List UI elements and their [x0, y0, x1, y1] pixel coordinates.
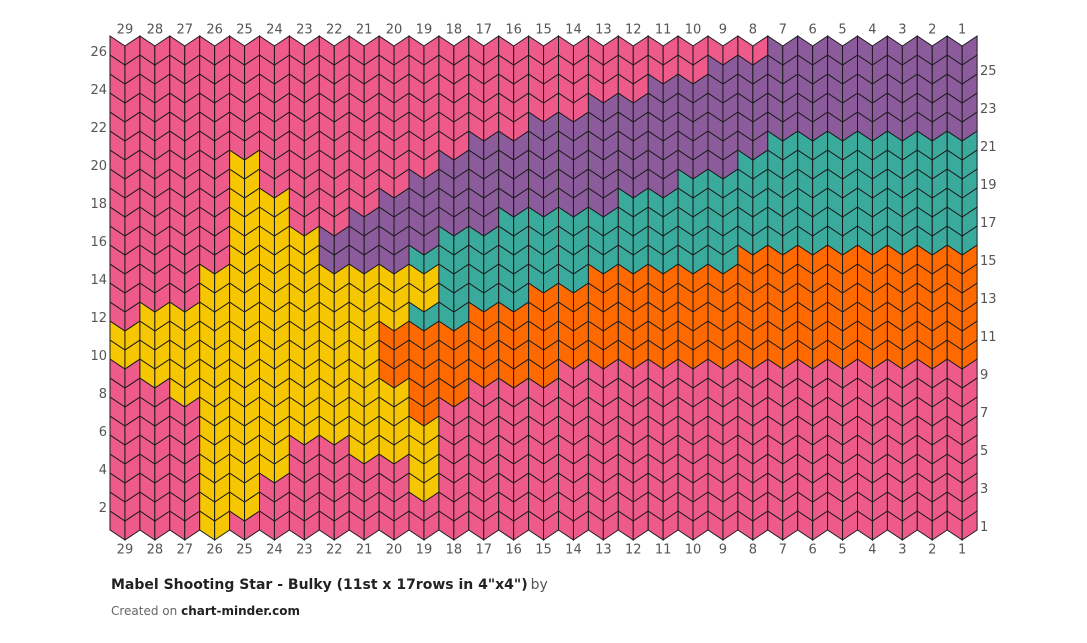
column-label-top: 1 — [958, 23, 966, 38]
column-label-bottom: 14 — [565, 543, 582, 558]
footer-created: Created on chart-minder.com — [111, 604, 300, 618]
column-label-bottom: 18 — [446, 543, 463, 558]
column-label-bottom: 7 — [779, 543, 787, 558]
column-label-bottom: 5 — [838, 543, 846, 558]
column-label-bottom: 1 — [958, 543, 966, 558]
row-label-left: 2 — [99, 501, 107, 516]
row-label-right: 19 — [980, 178, 997, 193]
row-label-left: 26 — [90, 45, 107, 60]
column-label-top: 25 — [236, 23, 253, 38]
column-label-bottom: 29 — [117, 543, 134, 558]
column-label-top: 2 — [928, 23, 936, 38]
column-label-top: 8 — [749, 23, 757, 38]
row-label-left: 12 — [90, 311, 107, 326]
row-label-right: 3 — [980, 482, 988, 497]
created-on: Created on — [111, 604, 178, 618]
column-label-top: 6 — [809, 23, 817, 38]
column-label-bottom: 25 — [236, 543, 253, 558]
column-label-bottom: 13 — [595, 543, 612, 558]
column-label-top: 12 — [625, 23, 642, 38]
column-label-top: 17 — [475, 23, 492, 38]
column-label-top: 28 — [147, 23, 164, 38]
knitting-chart: 2929282827272626252524242323222221212020… — [90, 23, 997, 558]
column-label-bottom: 12 — [625, 543, 642, 558]
column-label-bottom: 4 — [868, 543, 876, 558]
row-label-left: 24 — [90, 83, 107, 98]
column-label-bottom: 19 — [416, 543, 433, 558]
column-label-top: 18 — [446, 23, 463, 38]
column-label-top: 11 — [655, 23, 672, 38]
column-label-top: 7 — [779, 23, 787, 38]
row-label-right: 7 — [980, 406, 988, 421]
row-label-right: 1 — [980, 520, 988, 535]
column-label-bottom: 21 — [356, 543, 373, 558]
column-label-bottom: 20 — [386, 543, 403, 558]
column-label-bottom: 8 — [749, 543, 757, 558]
row-label-left: 8 — [99, 387, 107, 402]
column-label-top: 20 — [386, 23, 403, 38]
row-label-right: 5 — [980, 444, 988, 459]
column-label-top: 24 — [266, 23, 283, 38]
column-label-top: 26 — [206, 23, 223, 38]
row-label-right: 25 — [980, 64, 997, 79]
row-label-left: 18 — [90, 197, 107, 212]
column-label-bottom: 3 — [898, 543, 906, 558]
column-label-bottom: 15 — [535, 543, 552, 558]
column-label-top: 27 — [176, 23, 193, 38]
row-label-right: 21 — [980, 140, 997, 155]
column-label-top: 4 — [868, 23, 876, 38]
column-label-bottom: 10 — [685, 543, 702, 558]
column-label-top: 14 — [565, 23, 582, 38]
row-label-right: 23 — [980, 102, 997, 117]
column-label-top: 15 — [535, 23, 552, 38]
column-label-top: 10 — [685, 23, 702, 38]
footer-title-line: Mabel Shooting Star - Bulky (11st x 17ro… — [111, 577, 548, 593]
column-label-top: 13 — [595, 23, 612, 38]
column-label-bottom: 9 — [719, 543, 727, 558]
column-label-bottom: 24 — [266, 543, 283, 558]
column-label-bottom: 17 — [475, 543, 492, 558]
column-label-bottom: 22 — [326, 543, 343, 558]
row-label-left: 14 — [90, 273, 107, 288]
row-label-left: 6 — [99, 425, 107, 440]
column-label-bottom: 28 — [147, 543, 164, 558]
row-label-right: 15 — [980, 254, 997, 269]
row-label-right: 13 — [980, 292, 997, 307]
column-label-top: 9 — [719, 23, 727, 38]
row-label-right: 11 — [980, 330, 997, 345]
column-label-bottom: 26 — [206, 543, 223, 558]
row-label-left: 20 — [90, 159, 107, 174]
column-label-top: 21 — [356, 23, 373, 38]
row-label-left: 22 — [90, 121, 107, 136]
row-label-left: 4 — [99, 463, 107, 478]
row-label-right: 17 — [980, 216, 997, 231]
column-label-top: 22 — [326, 23, 343, 38]
site-link[interactable]: chart-minder.com — [181, 604, 300, 618]
row-label-right: 9 — [980, 368, 988, 383]
column-label-top: 19 — [416, 23, 433, 38]
pattern-title: Mabel Shooting Star - Bulky (11st x 17ro… — [111, 577, 528, 593]
column-label-bottom: 23 — [296, 543, 313, 558]
column-label-bottom: 2 — [928, 543, 936, 558]
column-label-bottom: 27 — [176, 543, 193, 558]
row-label-left: 16 — [90, 235, 107, 250]
column-label-top: 5 — [838, 23, 846, 38]
column-label-top: 3 — [898, 23, 906, 38]
column-label-bottom: 11 — [655, 543, 672, 558]
column-label-bottom: 6 — [809, 543, 817, 558]
column-label-top: 16 — [505, 23, 522, 38]
column-label-top: 29 — [117, 23, 134, 38]
column-label-top: 23 — [296, 23, 313, 38]
by-text: by — [530, 577, 548, 593]
row-label-left: 10 — [90, 349, 107, 364]
stitch-right — [961, 35, 978, 66]
column-label-bottom: 16 — [505, 543, 522, 558]
